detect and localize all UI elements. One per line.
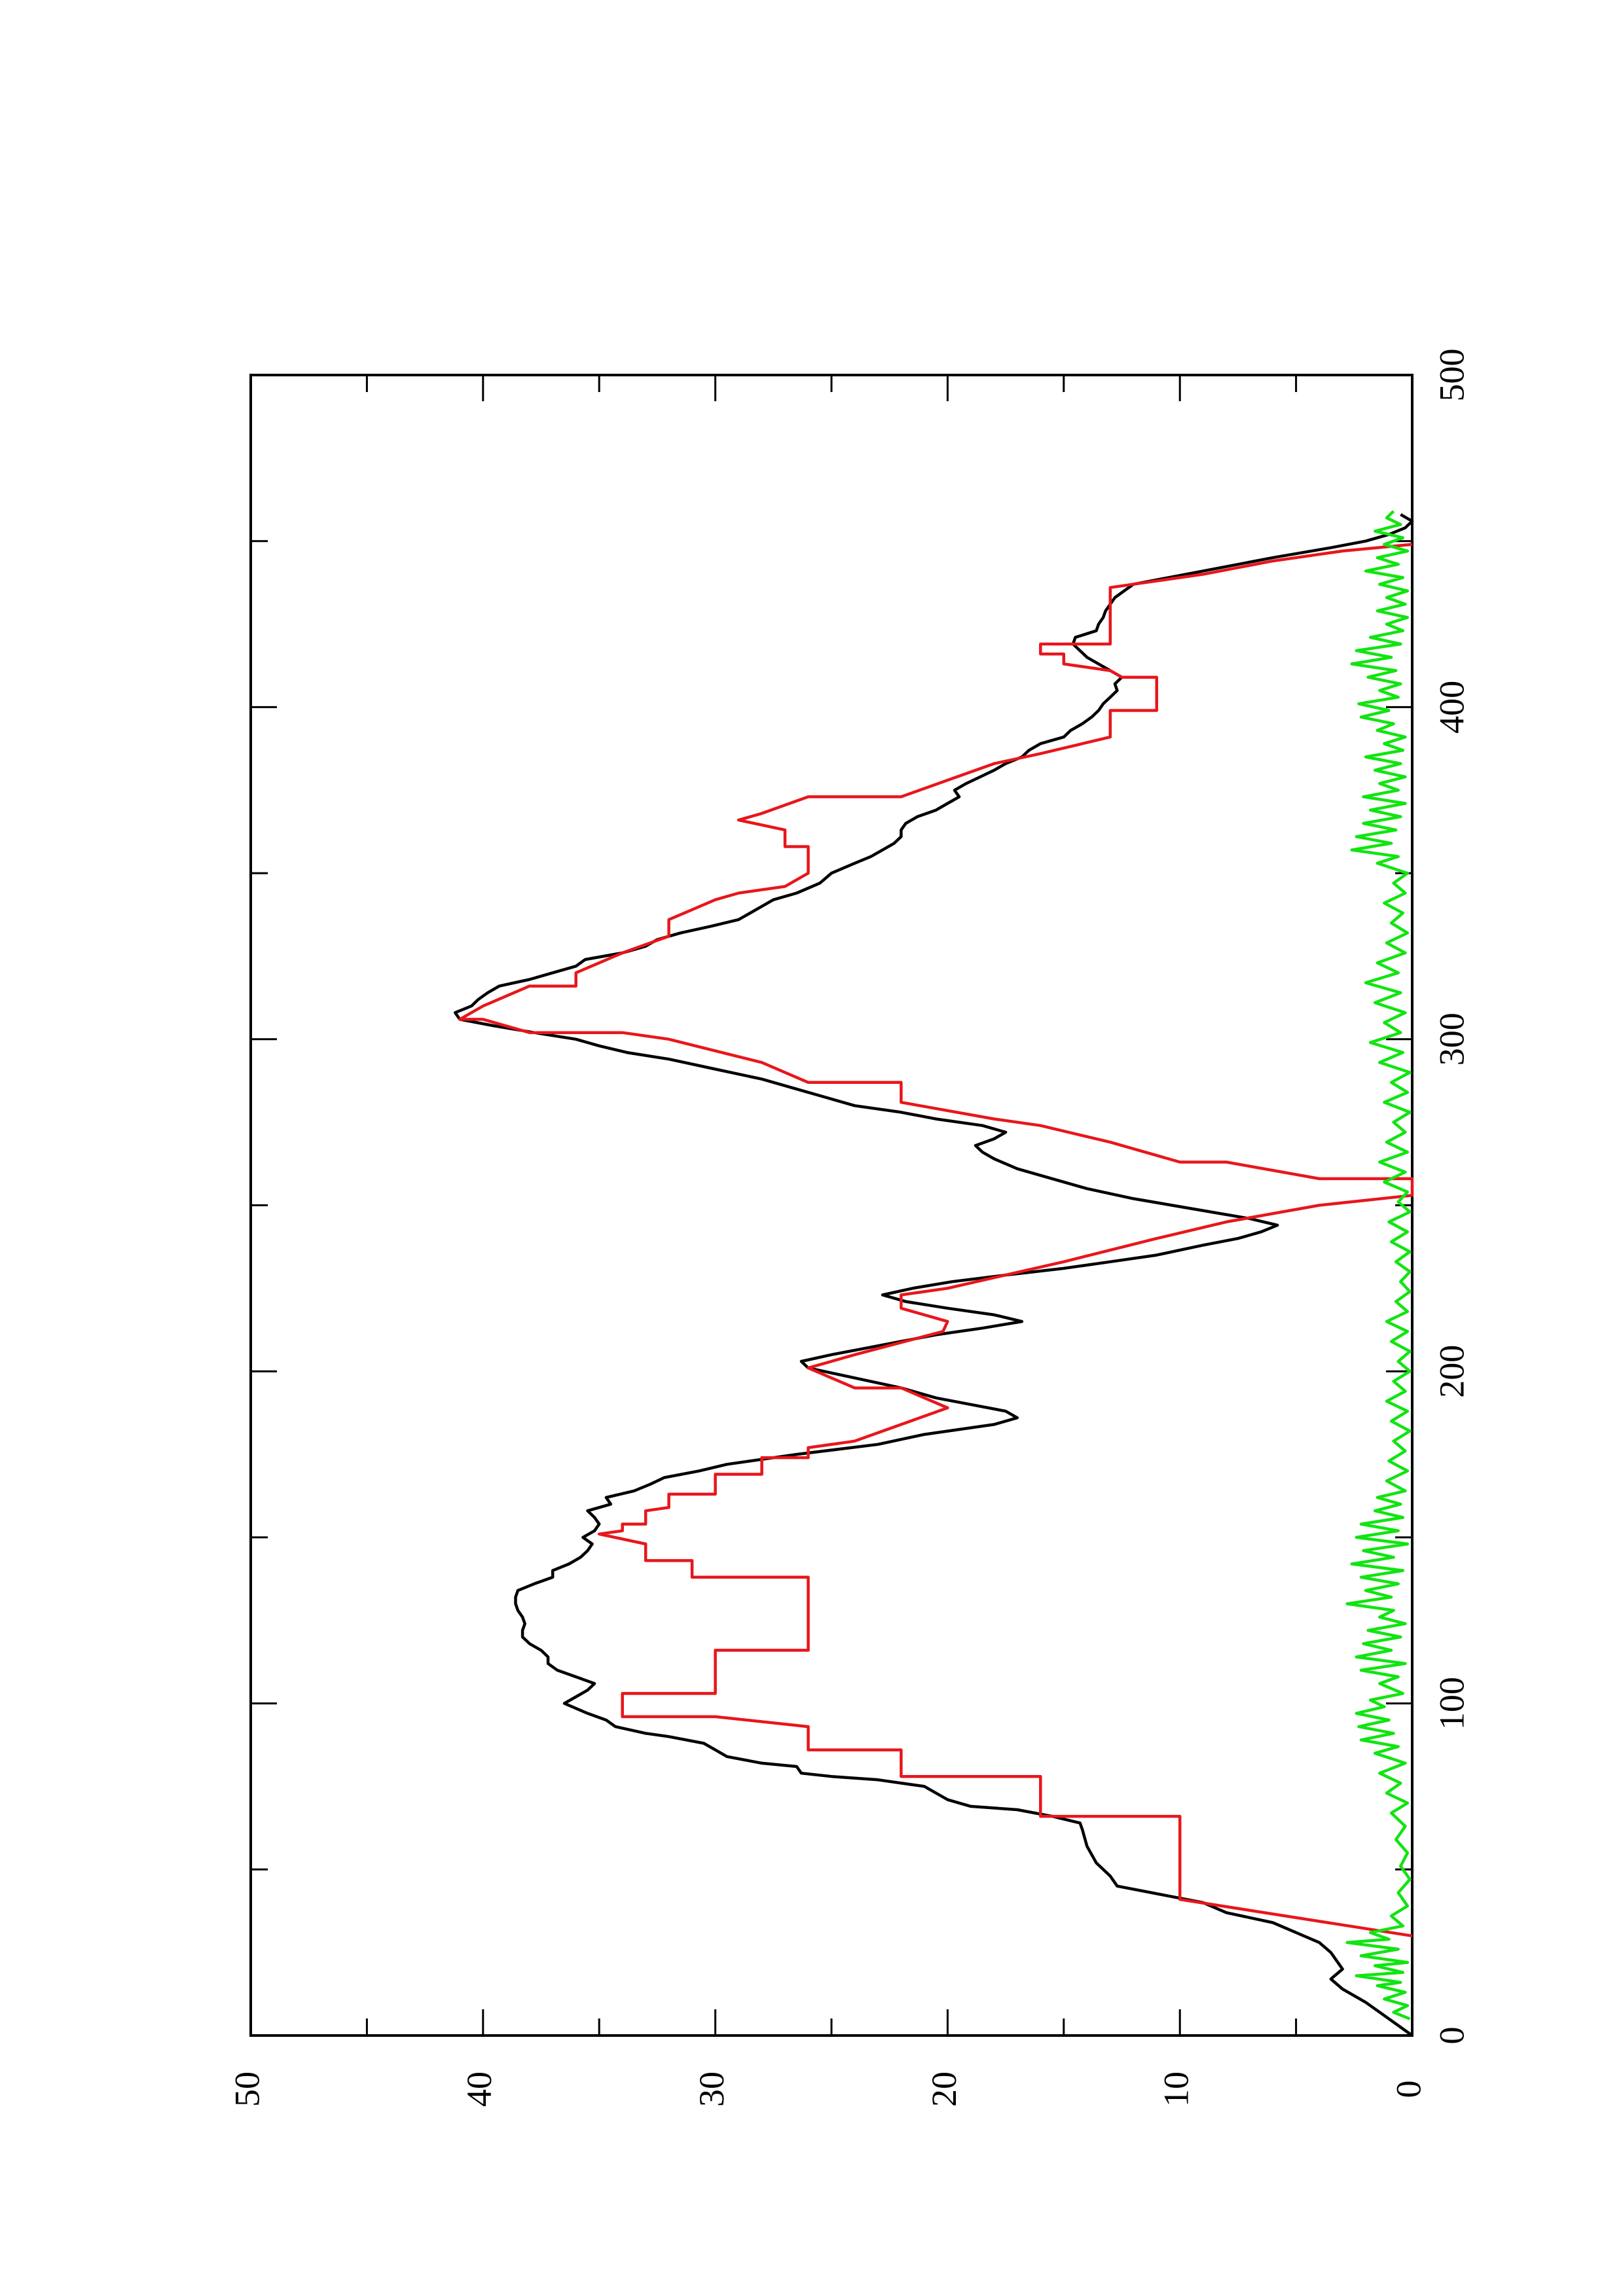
y-tick-label: 40 <box>460 2072 499 2107</box>
y-tick-label: 50 <box>227 2072 266 2107</box>
series-line-green <box>1345 510 1412 2020</box>
y-tick-label: 0 <box>1389 2081 1428 2098</box>
series-line-black <box>453 513 1414 2037</box>
x-tick-label: 0 <box>1432 2027 1471 2045</box>
x-tick-label: 200 <box>1432 1345 1471 1398</box>
x-tick-label: 300 <box>1432 1013 1471 1066</box>
x-tick-label: 500 <box>1432 349 1471 402</box>
x-tick-label: 100 <box>1432 1677 1471 1730</box>
x-tick-labels: 0 100 200 300 400 500 <box>1432 349 1471 2045</box>
axis-ticks <box>249 374 1413 2037</box>
series-line-red <box>458 543 1414 1938</box>
x-tick-label: 400 <box>1432 681 1471 734</box>
y-tick-labels: 0 10 20 30 40 50 <box>227 2072 1428 2107</box>
y-tick-label: 20 <box>924 2072 964 2107</box>
y-tick-label: 10 <box>1157 2072 1196 2107</box>
plot-area <box>249 374 1414 2037</box>
plot-frame <box>249 374 1413 2037</box>
series-group <box>453 510 1414 2037</box>
y-tick-label: 30 <box>692 2072 731 2107</box>
